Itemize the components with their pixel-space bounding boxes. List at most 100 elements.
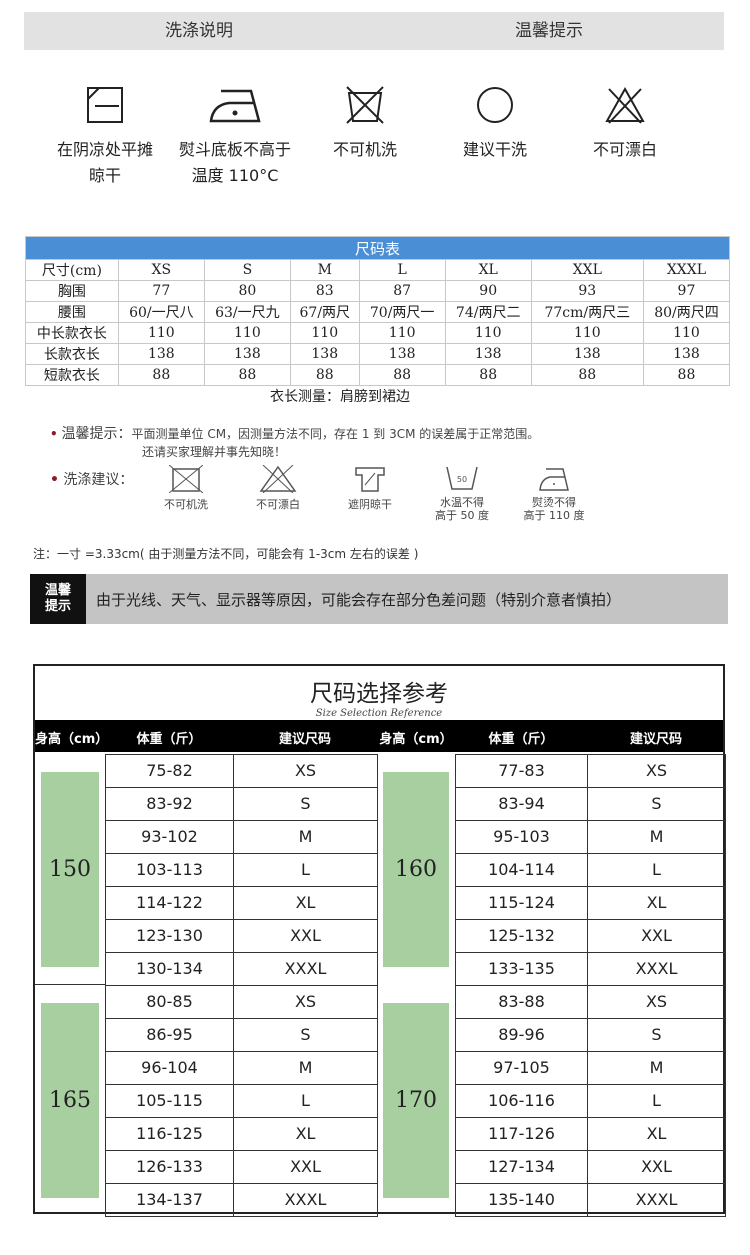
weight-cell: 83-94	[455, 787, 588, 821]
size-cell: 77	[117, 280, 205, 302]
care-label: 不可漂白	[592, 140, 657, 159]
size-cell: 88	[358, 364, 446, 386]
warm-text: 由于光线、天气、显示器等原因，可能会存在部分色差问题（特别介意者慎拍）	[96, 590, 622, 609]
size-cell: XL	[444, 259, 532, 281]
size-cell: M	[587, 1051, 726, 1085]
iron-low-icon	[209, 89, 261, 123]
size-cell: S	[587, 1018, 726, 1052]
size-cell: S	[587, 787, 726, 821]
svg-text:50: 50	[457, 475, 467, 484]
size-table: 尺码表 尺寸(cm) XS S M L XL XXL XXXL 胸围 77 80 83 87 90 93 97…	[25, 236, 731, 386]
size-cell: XS	[117, 259, 205, 281]
weight-cell: 80-85	[105, 985, 234, 1019]
warm-key: 温馨 提示	[30, 574, 86, 624]
weight-cell: 96-104	[105, 1051, 234, 1085]
size-cell: L	[233, 1084, 378, 1118]
care-label: 建议干洗	[462, 140, 527, 159]
weight-cell: 86-95	[105, 1018, 234, 1052]
wash-item: 不可漂白	[232, 464, 324, 522]
weight-cell: 133-135	[455, 952, 588, 986]
size-cell: 110	[358, 322, 446, 344]
size-row-label: 长款衣长	[25, 343, 119, 365]
care-item: 在阴凉处平摊 晾干	[40, 85, 170, 189]
size-cell: XXL	[233, 919, 378, 953]
weight-cell: 130-134	[105, 952, 234, 986]
care-item: 不可机洗	[300, 85, 430, 189]
size-row: 尺寸(cm) XS S M L XL XXL XXXL	[25, 259, 731, 281]
tips-label: 温馨提示：	[61, 426, 132, 442]
size-cell: 87	[358, 280, 446, 302]
care-icons: 在阴凉处平摊 晾干 熨斗底板不高于 温度 110°C 不可机洗 建议干洗 不可漂…	[40, 85, 720, 189]
iron-110-icon	[539, 468, 569, 491]
size-cell: M	[233, 1051, 378, 1085]
size-cell: XXXL	[233, 952, 378, 986]
size-cell: XXL	[587, 1150, 726, 1184]
size-cell: XS	[587, 985, 726, 1019]
weight-cell: 95-103	[455, 820, 588, 854]
size-row-label: 短款衣长	[25, 364, 119, 386]
weight-cell: 114-122	[105, 886, 234, 920]
care-label: 不可机洗	[332, 140, 397, 159]
size-cell: XXXL	[233, 1183, 378, 1217]
weight-cell: 117-126	[455, 1117, 588, 1151]
size-cell: 63/一尺九	[203, 301, 291, 323]
tips: • 温馨提示：平面测量单位 CM，因测量方法不同，存在 1 到 3CM 的误差属…	[50, 426, 540, 459]
size-cell: L	[233, 853, 378, 887]
size-row: 腰围 60/一尺八 63/一尺九 67/两尺 70/两尺一 74/两尺二 77cm/两尺三 8…	[25, 301, 731, 323]
size-cell: XS	[233, 985, 378, 1019]
weight-cell: 104-114	[455, 853, 588, 887]
size-cell: XL	[233, 1117, 378, 1151]
size-row: 长款衣长 138 138 138 138 138 138 138	[25, 343, 731, 365]
size-cell: XXL	[530, 259, 644, 281]
size-cell: S	[233, 787, 378, 821]
shade-dry-icon	[355, 467, 385, 492]
size-cell: 110	[289, 322, 360, 344]
size-cell: S	[203, 259, 291, 281]
tips-line2: 还请买家理解并事先知晓！	[142, 445, 287, 459]
size-cell: L	[587, 1084, 726, 1118]
size-cell: 138	[444, 343, 532, 365]
size-cell: 93	[530, 280, 644, 302]
height-label: 160	[383, 772, 449, 967]
size-cell: XL	[587, 1117, 726, 1151]
size-cell: XS	[587, 754, 726, 788]
care-item: 熨斗底板不高于 温度 110°C	[170, 85, 300, 189]
weight-cell: 93-102	[105, 820, 234, 854]
line-dry-shade-icon	[87, 87, 123, 123]
care-item: 不可漂白	[560, 85, 690, 189]
size-cell: XXXL	[642, 259, 731, 281]
weight-cell: 103-113	[105, 853, 234, 887]
header-height: 身高（cm）	[379, 732, 453, 747]
weight-cell: 125-132	[455, 919, 588, 953]
header-right: 温馨提示	[515, 21, 583, 41]
size-cell: 110	[203, 322, 291, 344]
size-cell: 60/一尺八	[117, 301, 205, 323]
reference-subtitle: Size Selection Reference	[315, 708, 443, 719]
size-row-label: 尺寸(cm)	[25, 259, 119, 281]
size-cell: 138	[642, 343, 731, 365]
wash-item-label: 遮阴晾干	[348, 498, 392, 511]
no-machine-wash-icon	[346, 86, 384, 124]
care-item: 建议干洗	[430, 85, 560, 189]
weight-cell: 89-96	[455, 1018, 588, 1052]
header-left: 洗涤说明	[165, 21, 233, 41]
size-row: 胸围 77 80 83 87 90 93 97	[25, 280, 731, 302]
divider	[35, 984, 105, 985]
size-cell: 88	[444, 364, 532, 386]
size-cell: 74/两尺二	[444, 301, 532, 323]
weight-cell: 115-124	[455, 886, 588, 920]
size-cell: 83	[289, 280, 360, 302]
size-cell: M	[587, 820, 726, 854]
size-cell: L	[587, 853, 726, 887]
weight-cell: 83-92	[105, 787, 234, 821]
wash-item: 遮阴晾干	[324, 465, 416, 522]
size-cell: 67/两尺	[289, 301, 360, 323]
height-label: 150	[41, 772, 99, 967]
header-weight: 体重（斤）	[136, 732, 202, 747]
weight-cell: 105-115	[105, 1084, 234, 1118]
size-cell: 110	[530, 322, 644, 344]
size-row-label: 胸围	[25, 280, 119, 302]
weight-cell: 97-105	[455, 1051, 588, 1085]
header-height: 身高（cm）	[35, 732, 109, 747]
wash-item-label: 不可机洗	[164, 498, 208, 511]
